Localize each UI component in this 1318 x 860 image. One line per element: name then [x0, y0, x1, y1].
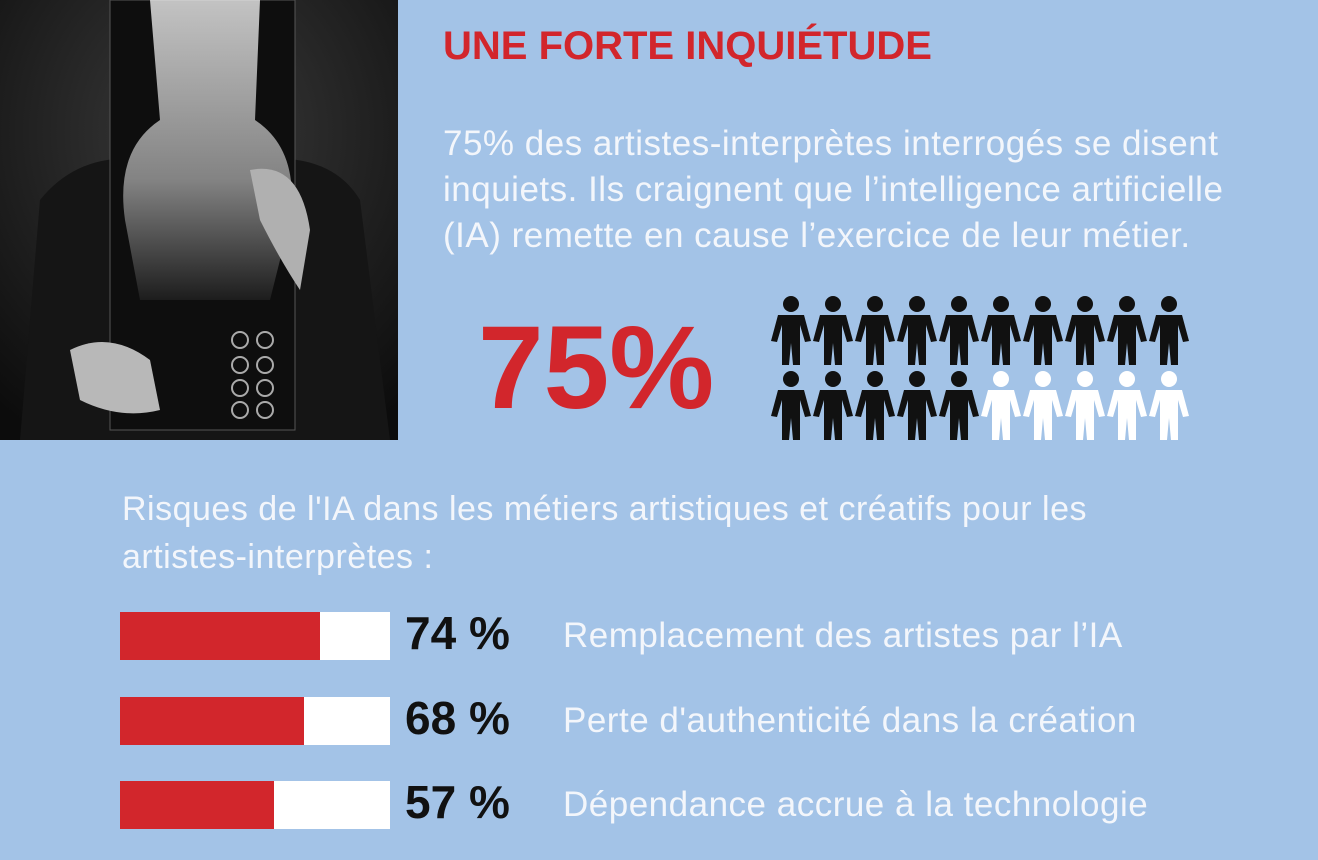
person-icon	[1065, 296, 1105, 365]
person-icon	[981, 371, 1021, 440]
person-icon	[1107, 296, 1147, 365]
bar	[120, 696, 304, 745]
risks-title: Risques de l'IA dans les métiers artisti…	[122, 490, 1087, 528]
intro-line: 75% des artistes-interprètes interrogés …	[443, 124, 1219, 163]
person-icon	[1149, 296, 1189, 365]
bar-track	[120, 696, 390, 745]
person-icon	[1107, 371, 1147, 440]
photo	[0, 0, 398, 440]
person-icon	[813, 371, 853, 440]
person-icon	[855, 371, 895, 440]
person-icon	[813, 296, 853, 365]
person-icon	[771, 296, 811, 365]
intro-line: (IA) remette en cause l’exercice de leur…	[443, 216, 1191, 255]
bar-description: Dépendance accrue à la technologie	[563, 785, 1149, 824]
person-icon	[981, 296, 1021, 365]
headline-stat: 75%	[478, 302, 715, 434]
person-icon	[897, 371, 937, 440]
bar	[120, 612, 320, 660]
person-icon	[771, 371, 811, 440]
bar	[120, 781, 274, 829]
person-icon	[1023, 371, 1063, 440]
intro-line: inquiets. Ils craignent que l’intelligen…	[443, 170, 1224, 209]
bar-description: Remplacement des artistes par l’IA	[563, 616, 1123, 655]
bar-value-label: 74 %	[405, 607, 510, 659]
person-icon	[1065, 371, 1105, 440]
person-icon	[897, 296, 937, 365]
bar-track	[120, 781, 390, 829]
bar-description: Perte d'authenticité dans la création	[563, 700, 1137, 740]
bar-value-label: 57 %	[405, 776, 510, 828]
person-icon	[939, 371, 979, 440]
person-icon	[1023, 296, 1063, 365]
title: UNE FORTE INQUIÉTUDE	[443, 24, 932, 68]
bar-value-label: 68 %	[405, 691, 510, 744]
bar-track	[120, 612, 390, 660]
person-icon	[1149, 371, 1189, 440]
pictogram	[771, 296, 1189, 440]
person-icon	[855, 296, 895, 365]
risks-title: artistes-interprètes :	[122, 538, 434, 576]
person-icon	[939, 296, 979, 365]
